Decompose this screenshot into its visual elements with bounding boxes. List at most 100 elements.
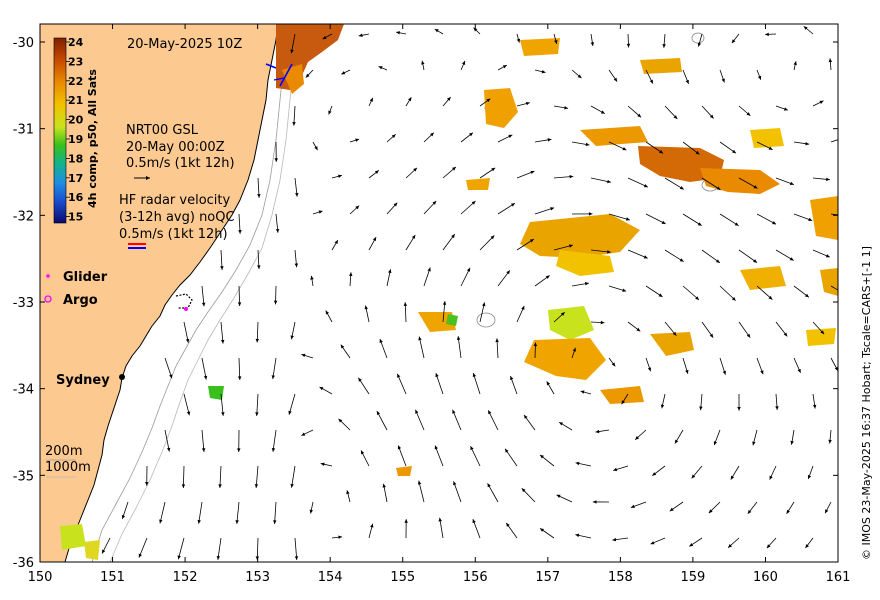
velocity-arrow-head (358, 377, 362, 382)
velocity-arrow-head (294, 263, 299, 268)
velocity-arrow (164, 429, 170, 452)
velocity-arrow (397, 445, 407, 467)
velocity-arrow (238, 357, 241, 380)
velocity-arrow-head (446, 97, 451, 101)
velocity-arrow (396, 373, 407, 395)
velocity-arrow-head (505, 448, 509, 453)
velocity-arrow-head (841, 137, 845, 140)
velocity-arrow-head (728, 544, 732, 548)
velocity-arrow-head (506, 270, 510, 275)
velocity-arrow-head (201, 448, 206, 452)
velocity-arrow-head (521, 305, 525, 310)
velocity-arrow-head (237, 376, 242, 380)
velocity-arrow-head (432, 201, 437, 205)
sydney-label: Sydney (56, 373, 110, 388)
velocity-arrow-head (318, 210, 323, 214)
velocity-arrow-head (820, 330, 825, 335)
velocity-arrow-head (699, 406, 703, 411)
velocity-arrow-head (626, 43, 631, 48)
velocity-arrow-head (218, 484, 222, 488)
velocity-arrow-head (273, 520, 277, 524)
velocity-arrow-head (805, 544, 809, 549)
velocity-arrow-head (812, 404, 817, 409)
velocity-arrow-head (525, 101, 530, 106)
velocity-arrow-head (550, 207, 555, 211)
velocity-arrow (682, 213, 702, 226)
velocity-arrow-head (102, 549, 106, 554)
velocity-arrow-head (346, 490, 350, 495)
velocity-arrow-head (220, 339, 225, 344)
velocity-arrow-head (643, 184, 648, 188)
velocity-arrow-head (372, 237, 377, 242)
velocity-arrow-head (374, 170, 379, 174)
velocity-arrow-head (456, 336, 461, 340)
velocity-arrow-head (197, 519, 201, 524)
velocity-arrow-head (506, 522, 510, 527)
velocity-arrow-head (361, 450, 365, 455)
velocity-arrow-head (585, 142, 590, 147)
y-axis: -30 -31 -32 -33 -34 -35 -36 (13, 36, 838, 571)
velocity-arrow-head (310, 275, 314, 280)
velocity-arrow-head (647, 367, 652, 372)
plot-frame (39, 23, 839, 563)
velocity-arrow-head (216, 555, 221, 560)
velocity-arrow-head (322, 35, 327, 40)
sst-patches (60, 24, 838, 560)
velocity-arrow-head (411, 234, 416, 239)
velocity-arrow (272, 429, 277, 452)
velocity-arrow-head (319, 386, 324, 391)
velocity-arrow-head (338, 174, 342, 179)
velocity-arrow-head (834, 366, 838, 371)
velocity-arrow-head (121, 514, 126, 519)
x-tick-label: 159 (680, 570, 705, 585)
velocity-arrow-head (731, 296, 736, 301)
velocity-arrow-head (341, 71, 346, 75)
velocity-arrow-head (635, 436, 640, 440)
velocity-arrow (255, 465, 259, 488)
velocity-arrow-head (472, 373, 477, 378)
velocity-arrow-head (237, 302, 242, 307)
velocity-arrow-head (533, 342, 538, 347)
velocity-arrow-head (807, 475, 812, 479)
velocity-arrow-head (290, 49, 294, 54)
velocity-arrow (457, 336, 462, 359)
velocity-arrow-head (643, 255, 648, 259)
velocity-arrow-head (421, 60, 425, 65)
velocity-arrow-head (516, 38, 521, 43)
colorbar-tick-label: 23 (68, 55, 83, 68)
velocity-arrow-head (181, 484, 186, 488)
velocity-arrow-head (757, 75, 762, 80)
velocity-arrow-head (709, 333, 714, 338)
velocity-arrow-head (673, 115, 678, 119)
velocity-arrow-head (575, 461, 580, 466)
gsl-label-line1: NRT00 GSL (126, 123, 199, 138)
velocity-arrow-head (257, 194, 261, 198)
x-tick-label: 158 (608, 570, 633, 585)
velocity-arrow-head (772, 221, 777, 225)
velocity-arrow-head (547, 138, 552, 142)
y-tick-label: -34 (13, 383, 34, 398)
glider-legend-marker (46, 274, 50, 278)
velocity-arrow-head (630, 504, 635, 508)
velocity-arrow-head (221, 412, 225, 416)
glider-track (175, 293, 193, 309)
velocity-arrow (830, 285, 838, 291)
velocity-arrow (291, 465, 296, 488)
velocity-arrow-head (789, 257, 794, 261)
velocity-arrow-head (545, 275, 550, 279)
velocity-arrow-head (737, 406, 741, 411)
velocity-arrow-head (554, 39, 558, 44)
velocity-arrow (664, 177, 685, 190)
velocity-arrow-head (621, 400, 625, 405)
velocity-arrow-head (301, 432, 306, 436)
velocity-arrow-head (679, 258, 684, 262)
velocity-arrow (294, 537, 298, 560)
velocity-arrow-head (659, 149, 664, 154)
velocity-arrow-head (612, 537, 617, 542)
colorbar-tick-label: 19 (68, 133, 83, 146)
velocity-arrow-head (747, 509, 752, 514)
y-tick-label: -32 (13, 209, 34, 224)
velocity-arrow-head (805, 141, 810, 146)
velocity-arrow-head (472, 519, 476, 524)
